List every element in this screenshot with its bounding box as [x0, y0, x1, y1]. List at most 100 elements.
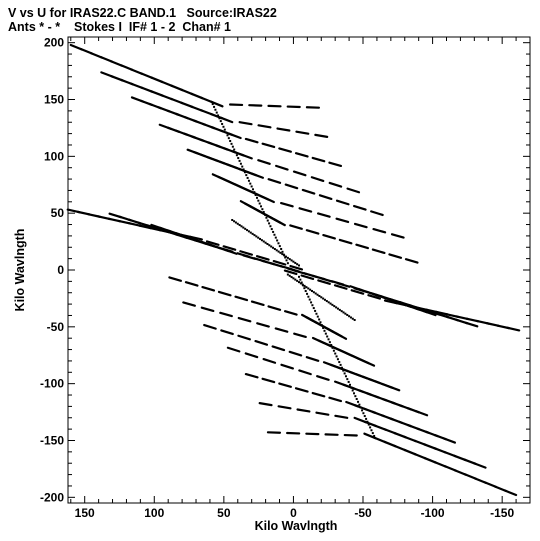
uv-dash: [242, 254, 257, 260]
uv-dash: [239, 250, 253, 256]
uv-point: [215, 111, 218, 114]
uv-dash: [283, 310, 298, 316]
uv-point: [259, 237, 262, 240]
uv-point: [319, 321, 322, 324]
uv-point: [320, 324, 323, 327]
uv-point: [340, 366, 343, 369]
uv-point: [270, 228, 273, 231]
y-tick-label: -100: [40, 377, 64, 391]
uv-dash: [261, 195, 275, 204]
uv-point: [336, 358, 339, 361]
uv-point: [274, 236, 277, 239]
uv-dash: [311, 391, 326, 398]
y-tick-label: 150: [44, 93, 64, 107]
uv-dash: [296, 408, 311, 413]
uv-point: [242, 226, 245, 229]
uv-point: [234, 221, 237, 224]
uv-dash: [261, 377, 276, 384]
uv-point: [335, 355, 338, 358]
uv-point: [290, 276, 293, 279]
uv-point: [336, 307, 339, 310]
uv-dash: [262, 358, 277, 364]
uv-point: [253, 191, 256, 194]
uv-point: [371, 432, 374, 435]
uv-point: [278, 245, 281, 248]
uv-dash: [334, 380, 348, 387]
uv-dash: [350, 289, 365, 295]
uv-dash: [239, 153, 253, 160]
uv-point: [344, 375, 347, 378]
uv-point: [231, 145, 234, 148]
axis-ticks: [68, 37, 530, 503]
uv-point: [262, 240, 265, 243]
uv-point: [239, 162, 242, 165]
uv-dash: [317, 279, 331, 285]
uv-point: [333, 305, 336, 308]
uv-point: [299, 278, 302, 281]
x-tick-label: -50: [354, 506, 372, 520]
uv-point: [246, 229, 249, 232]
uv-point: [373, 434, 376, 437]
uv-point: [318, 318, 321, 321]
uv-point: [233, 220, 236, 223]
uv-point: [264, 241, 267, 244]
uv-point: [334, 352, 337, 355]
uv-dash: [258, 402, 273, 407]
uv-point: [314, 309, 317, 312]
uv-dash: [372, 227, 387, 234]
uv-point: [292, 277, 295, 280]
uv-point: [276, 239, 279, 242]
uv-point: [353, 319, 356, 322]
axis-tick-labels: 150 100 50 0 -50 -100 -150 200 150 100 50 0 -50 -100 -…: [40, 36, 515, 520]
uv-point: [318, 295, 321, 298]
uv-point: [296, 263, 299, 266]
uv-dash: [219, 311, 233, 318]
uv-dash: [294, 387, 309, 393]
uv-dash: [328, 181, 343, 188]
uv-dash: [293, 332, 307, 338]
uv-point: [281, 253, 284, 256]
uv-point: [314, 292, 317, 295]
uv-point: [355, 398, 358, 401]
uv-point: [366, 420, 369, 423]
uv-point: [288, 258, 291, 261]
uv-point: [369, 426, 372, 429]
uv-point: [269, 225, 272, 228]
uv-dash: [244, 352, 259, 359]
uv-point: [230, 142, 233, 145]
uv-dash: [201, 285, 216, 292]
uv-dash: [283, 269, 298, 276]
uv-point: [349, 316, 352, 319]
uv-point: [296, 279, 299, 282]
uv-point: [260, 239, 263, 242]
uv-point: [268, 244, 271, 247]
uv-dash: [335, 199, 350, 206]
uv-point: [257, 199, 260, 202]
uv-point: [363, 415, 366, 418]
uv-dash: [330, 280, 345, 286]
y-tick-label: 50: [51, 206, 65, 220]
uv-point: [234, 151, 237, 154]
uv-point: [211, 103, 214, 106]
uv-point: [361, 409, 364, 412]
uv-dash: [404, 258, 419, 264]
uv-point: [218, 117, 221, 120]
uv-dash: [267, 178, 282, 184]
uv-dash: [310, 176, 325, 182]
uv-point: [292, 260, 295, 263]
uv-dash: [280, 363, 294, 370]
uv-point: [353, 392, 356, 395]
uv-dash: [273, 218, 286, 227]
uv-dash: [261, 142, 276, 149]
y-tick-label: 0: [57, 263, 64, 277]
x-tick-label: 0: [290, 506, 297, 520]
uv-dash: [311, 156, 326, 163]
uv-point: [340, 310, 343, 313]
uv-dash: [322, 233, 336, 240]
uv-dash: [275, 164, 289, 171]
uv-point: [365, 417, 368, 420]
uv-point: [348, 383, 351, 386]
uv-point: [338, 361, 341, 364]
visibility-points: [66, 43, 521, 497]
uv-dash: [224, 248, 238, 255]
